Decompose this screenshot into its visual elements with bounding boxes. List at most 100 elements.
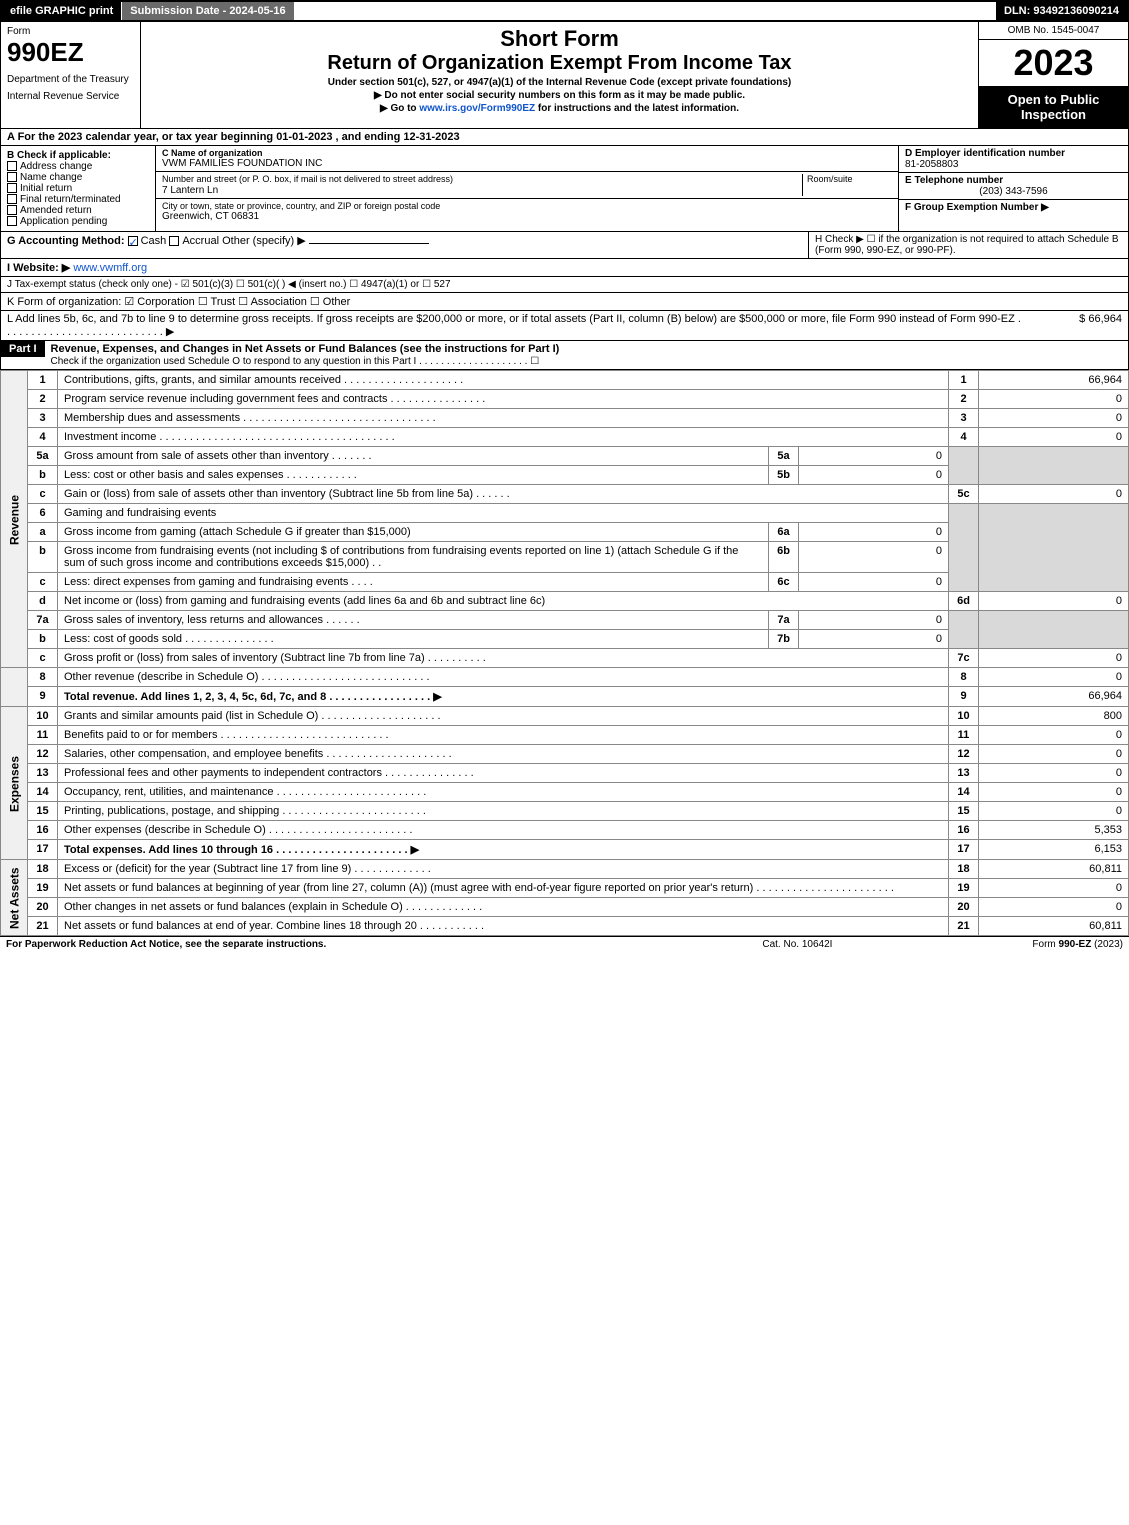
l6a-num: a (28, 523, 58, 542)
l17-desc: Total expenses. Add lines 10 through 16 … (58, 840, 949, 860)
l6d-rval: 0 (979, 592, 1129, 611)
l11-rnum: 11 (949, 726, 979, 745)
opt-address-change[interactable]: Address change (7, 161, 149, 172)
footer-right-bold: 990-EZ (1059, 939, 1092, 950)
opt-name-change[interactable]: Name change (7, 172, 149, 183)
l2-rnum: 2 (949, 390, 979, 409)
l8-desc: Other revenue (describe in Schedule O) .… (58, 668, 949, 687)
l13-desc: Professional fees and other payments to … (58, 764, 949, 783)
opt-final-return-label: Final return/terminated (20, 194, 121, 205)
topbar: efile GRAPHIC print Submission Date - 20… (0, 0, 1129, 22)
chk-accrual[interactable] (169, 236, 179, 246)
l12-num: 12 (28, 745, 58, 764)
dept-treasury: Department of the Treasury (7, 74, 134, 85)
l14-num: 14 (28, 783, 58, 802)
l6a-midnum: 6a (769, 523, 799, 542)
opt-final-return[interactable]: Final return/terminated (7, 194, 149, 205)
line-4: 4 Investment income . . . . . . . . . . … (1, 428, 1129, 447)
opt-amended-return[interactable]: Amended return (7, 205, 149, 216)
l20-rnum: 20 (949, 898, 979, 917)
l13-rnum: 13 (949, 764, 979, 783)
l7ab-rval-gray (979, 611, 1129, 649)
l20-desc: Other changes in net assets or fund bala… (58, 898, 949, 917)
opt-application-pending[interactable]: Application pending (7, 216, 149, 227)
page-footer: For Paperwork Reduction Act Notice, see … (0, 936, 1129, 952)
l8-rval: 0 (979, 668, 1129, 687)
l15-desc: Printing, publications, postage, and shi… (58, 802, 949, 821)
l5a-desc: Gross amount from sale of assets other t… (58, 447, 769, 466)
form-label: Form (7, 26, 134, 37)
l10-rnum: 10 (949, 707, 979, 726)
street: 7 Lantern Ln (162, 185, 802, 196)
l13-rval: 0 (979, 764, 1129, 783)
line-14: 14 Occupancy, rent, utilities, and maint… (1, 783, 1129, 802)
l19-desc: Net assets or fund balances at beginning… (58, 879, 949, 898)
l16-rnum: 16 (949, 821, 979, 840)
l1-num: 1 (28, 371, 58, 390)
part1-check-note: Check if the organization used Schedule … (51, 356, 540, 367)
line-5a: 5a Gross amount from sale of assets othe… (1, 447, 1129, 466)
l7ab-rnum-gray (949, 611, 979, 649)
l10-desc: Grants and similar amounts paid (list in… (58, 707, 949, 726)
l8-num: 8 (28, 668, 58, 687)
dept-irs: Internal Revenue Service (7, 91, 134, 102)
form-number: 990EZ (7, 37, 134, 68)
submission-date: Submission Date - 2024-05-16 (121, 2, 294, 20)
l6a-desc: Gross income from gaming (attach Schedul… (58, 523, 769, 542)
section-def: D Employer identification number 81-2058… (898, 146, 1128, 231)
opt-application-pending-label: Application pending (20, 216, 107, 227)
g-cash: Cash (141, 235, 167, 247)
l1-rval: 66,964 (979, 371, 1129, 390)
section-i: I Website: ▶ www.vwmff.org (0, 259, 1129, 277)
note-goto: ▶ Go to www.irs.gov/Form990EZ for instru… (149, 103, 970, 114)
l5a-midnum: 5a (769, 447, 799, 466)
note-goto-pre: ▶ Go to (380, 103, 419, 114)
opt-initial-return[interactable]: Initial return (7, 183, 149, 194)
l5b-midnum: 5b (769, 466, 799, 485)
org-name: VWM FAMILIES FOUNDATION INC (162, 158, 892, 169)
ein-label: D Employer identification number (905, 148, 1122, 159)
l11-rval: 0 (979, 726, 1129, 745)
l10-num: 10 (28, 707, 58, 726)
chk-cash[interactable] (128, 236, 138, 246)
l7b-midnum: 7b (769, 630, 799, 649)
l6c-desc: Less: direct expenses from gaming and fu… (58, 573, 769, 592)
section-b-label: B Check if applicable: (7, 150, 149, 161)
l11-num: 11 (28, 726, 58, 745)
irs-link[interactable]: www.irs.gov/Form990EZ (419, 103, 535, 114)
l11-desc: Benefits paid to or for members . . . . … (58, 726, 949, 745)
website-link[interactable]: www.vwmff.org (73, 262, 147, 274)
line-10: Expenses 10 Grants and similar amounts p… (1, 707, 1129, 726)
part1-title: Revenue, Expenses, and Changes in Net As… (45, 341, 1128, 369)
footer-right: Form 990-EZ (2023) (1032, 939, 1123, 950)
footer-left: For Paperwork Reduction Act Notice, see … (6, 939, 326, 950)
l8-rnum: 8 (949, 668, 979, 687)
line-16: 16 Other expenses (describe in Schedule … (1, 821, 1129, 840)
l4-desc: Investment income . . . . . . . . . . . … (58, 428, 949, 447)
l20-rval: 0 (979, 898, 1129, 917)
line-17: 17 Total expenses. Add lines 10 through … (1, 840, 1129, 860)
omb-number: OMB No. 1545-0047 (979, 22, 1128, 40)
l21-rnum: 21 (949, 917, 979, 936)
l16-rval: 5,353 (979, 821, 1129, 840)
footer-right-post: (2023) (1091, 939, 1123, 950)
header-right: OMB No. 1545-0047 2023 Open to Public In… (978, 22, 1128, 128)
l3-num: 3 (28, 409, 58, 428)
l14-rval: 0 (979, 783, 1129, 802)
l7a-num: 7a (28, 611, 58, 630)
g-other: Other (specify) ▶ (222, 235, 306, 247)
efile-label[interactable]: efile GRAPHIC print (2, 2, 121, 20)
line-20: 20 Other changes in net assets or fund b… (1, 898, 1129, 917)
l18-num: 18 (28, 860, 58, 879)
line-12: 12 Salaries, other compensation, and emp… (1, 745, 1129, 764)
line-6d: d Net income or (loss) from gaming and f… (1, 592, 1129, 611)
l17-rnum: 17 (949, 840, 979, 860)
line-7c: c Gross profit or (loss) from sales of i… (1, 649, 1129, 668)
l21-rval: 60,811 (979, 917, 1129, 936)
line-21: 21 Net assets or fund balances at end of… (1, 917, 1129, 936)
l2-num: 2 (28, 390, 58, 409)
line-19: 19 Net assets or fund balances at beginn… (1, 879, 1129, 898)
note-ssn: ▶ Do not enter social security numbers o… (149, 90, 970, 101)
l4-num: 4 (28, 428, 58, 447)
l5ab-rval-gray (979, 447, 1129, 485)
